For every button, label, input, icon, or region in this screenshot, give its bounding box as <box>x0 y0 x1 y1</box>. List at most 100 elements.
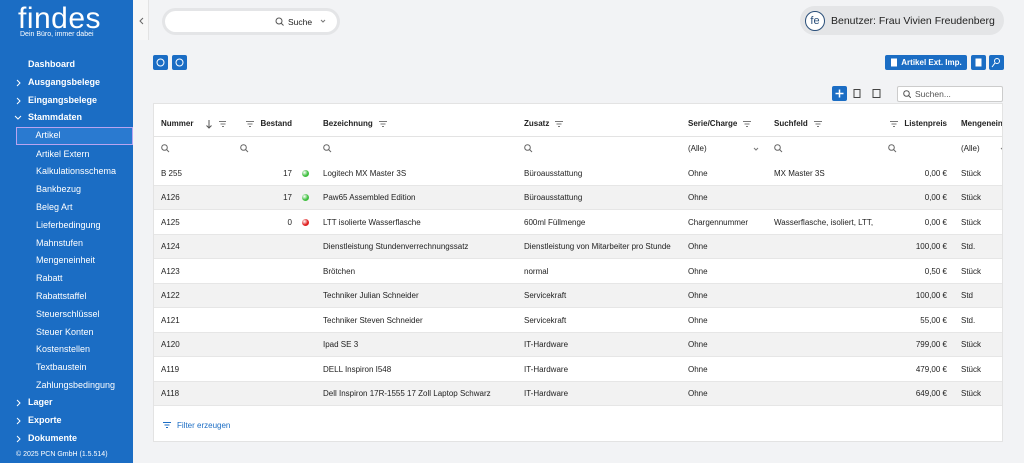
chevron-icon <box>14 96 23 106</box>
nav-subitem[interactable]: Textbaustein <box>16 359 133 377</box>
table-row[interactable]: A118Dell Inspiron 17R-1555 17 Zoll Lapto… <box>154 382 1003 407</box>
nav-subitem[interactable]: Lieferbedingung <box>16 216 133 234</box>
nav-subitem[interactable]: Artikel Extern <box>16 145 133 163</box>
import-button[interactable]: Artikel Ext. Imp. <box>885 55 967 70</box>
table-cell: Servicekraft <box>517 284 681 309</box>
refresh-buttons[interactable] <box>153 55 189 71</box>
nav-subitem[interactable]: Kostenstellen <box>16 341 133 359</box>
search-icon <box>774 144 783 153</box>
search-box[interactable]: Suche <box>162 8 340 35</box>
table-cell: Dienstleistung von Mitarbeiter pro Stund… <box>517 235 681 260</box>
column-filter[interactable] <box>881 136 954 161</box>
column-filter[interactable] <box>767 136 881 161</box>
table-cell: Stück <box>954 357 1003 382</box>
nav-subitem[interactable]: Mengeneinheit <box>16 252 133 270</box>
table-row[interactable]: A121 Techniker Steven SchneiderServicekra… <box>154 308 1003 333</box>
column-label: Nummer <box>161 119 193 128</box>
table-tools[interactable] <box>832 86 884 102</box>
tagline: Dein Büro, immer dabei <box>20 31 94 38</box>
table-cell: Logitech MX Master 3S <box>316 161 517 186</box>
user-menu[interactable]: fe Benutzer: Frau Vivien Freudenberg <box>800 6 1004 35</box>
nav-label: Kalkulationsschema <box>36 166 116 176</box>
nav-item[interactable]: Dokumente <box>0 430 133 448</box>
nav-subitem[interactable]: Bankbezug <box>16 181 133 199</box>
filter-icon <box>378 119 388 129</box>
table-cell: Paw65 Assembled Edition <box>316 186 517 211</box>
table-row[interactable]: A1250LTT isolierte Wasserflasche600ml Fü… <box>154 210 1003 235</box>
nav-label: Mengeneinheit <box>36 255 95 265</box>
table-cell: 649,00 € <box>881 382 954 407</box>
nav-subitem[interactable]: Steuerschlüssel <box>16 305 133 323</box>
column-filter[interactable] <box>233 136 299 161</box>
table-row[interactable]: A120Ipad SE 3IT-HardwareOhne799,00 €Stüc… <box>154 333 1003 358</box>
nav-item[interactable]: Eingangsbelege <box>0 92 133 110</box>
column-filter[interactable] <box>316 136 517 161</box>
column-header[interactable]: Bestand <box>233 111 299 136</box>
dropdown-icon <box>999 145 1003 153</box>
table-cell: 17 <box>233 186 299 211</box>
table-row[interactable]: A122Techniker Julian SchneiderServicekra… <box>154 284 1003 309</box>
nav-subitem[interactable]: Rabatt <box>16 270 133 288</box>
table-row[interactable]: B 25517Logitech MX Master 3SBüroausstatt… <box>154 161 1003 186</box>
column-filter[interactable] <box>154 136 233 161</box>
table-cell: Ohne <box>681 284 767 309</box>
nav-subitem[interactable]: Mahnstufen <box>16 234 133 252</box>
nav-subitem[interactable]: Zahlungsbedingung <box>16 376 133 394</box>
column-filter[interactable] <box>517 136 681 161</box>
column-header[interactable]: Serie/Charge <box>681 111 767 136</box>
avatar: fe <box>805 11 825 31</box>
table-search[interactable]: Suchen... <box>897 86 1003 102</box>
nav-label: Lieferbedingung <box>36 220 101 230</box>
column-header[interactable]: Bezeichnung <box>316 111 517 136</box>
nav-item[interactable]: Exporte <box>0 412 133 430</box>
table-cell: B 255 <box>154 161 233 186</box>
nav-label: Rabattstaffel <box>36 291 86 301</box>
nav-item[interactable]: Ausgangsbelege <box>0 74 133 92</box>
table-row[interactable]: A124Dienstleistung Stundenverrechnungssa… <box>154 235 1003 260</box>
table-cell: A121 <box>154 308 233 333</box>
table-cell: Servicekraft <box>517 308 681 333</box>
nav-item[interactable]: Stammdaten <box>0 109 133 127</box>
nav-subitem[interactable]: Kalkulationsschema <box>16 163 133 181</box>
column-header[interactable]: Suchfeld <box>767 111 881 136</box>
nav-label: Dashboard <box>28 59 75 69</box>
sidebar: findes Dein Büro, immer dabei DashboardA… <box>0 0 133 463</box>
nav-subitem[interactable]: Steuer Konten <box>16 323 133 341</box>
column-header[interactable]: Mengeneinheit <box>954 111 1003 136</box>
column-header[interactable]: Listenpreis <box>881 111 954 136</box>
search-field: Suche <box>165 11 337 32</box>
table-row[interactable]: A119DELL Inspiron I548IT-HardwareOhne479… <box>154 357 1003 382</box>
column-label: Listenpreis <box>904 119 947 128</box>
column-header[interactable]: Nummer <box>154 111 233 136</box>
nav-item[interactable]: Lager <box>0 394 133 412</box>
search-icon <box>275 17 284 26</box>
nav-label: Mahnstufen <box>36 238 83 248</box>
nav-subitem[interactable]: Beleg Art <box>16 198 133 216</box>
filter-icon <box>554 119 564 129</box>
column-filter[interactable]: (Alle) <box>954 136 1003 161</box>
column-header[interactable]: Zusatz <box>517 111 681 136</box>
nav-subitem[interactable]: Artikel <box>16 127 133 145</box>
chevron-icon <box>133 0 149 40</box>
nav-label: Zahlungsbedingung <box>36 380 115 390</box>
filter-action-label: Filter erzeugen <box>177 421 230 430</box>
nav-label: Stammdaten <box>28 112 82 122</box>
table-cell: Stück <box>954 210 1003 235</box>
column-filter[interactable]: (Alle) <box>681 136 767 161</box>
collapse-toggle[interactable] <box>133 0 149 40</box>
table-cell: Techniker Steven Schneider <box>316 308 517 333</box>
table-cell: Stück <box>954 161 1003 186</box>
table-cell: 0,00 € <box>881 161 954 186</box>
action-buttons[interactable] <box>971 55 1005 71</box>
table-row[interactable]: A12617Paw65 Assembled EditionBüroausstat… <box>154 186 1003 211</box>
nav-label: Lager <box>28 397 53 407</box>
table-cell: 0,50 € <box>881 259 954 284</box>
nav-item[interactable]: Dashboard <box>0 56 133 74</box>
nav-subitem[interactable]: Rabattstaffel <box>16 287 133 305</box>
nav-label: Eingangsbelege <box>28 95 97 105</box>
search-icon <box>903 90 911 98</box>
table-row[interactable]: A123BrötchennormalOhne0,50 €Stück <box>154 259 1003 284</box>
dropdown-icon <box>752 145 760 153</box>
filter-action[interactable]: Filter erzeugen <box>162 418 230 432</box>
